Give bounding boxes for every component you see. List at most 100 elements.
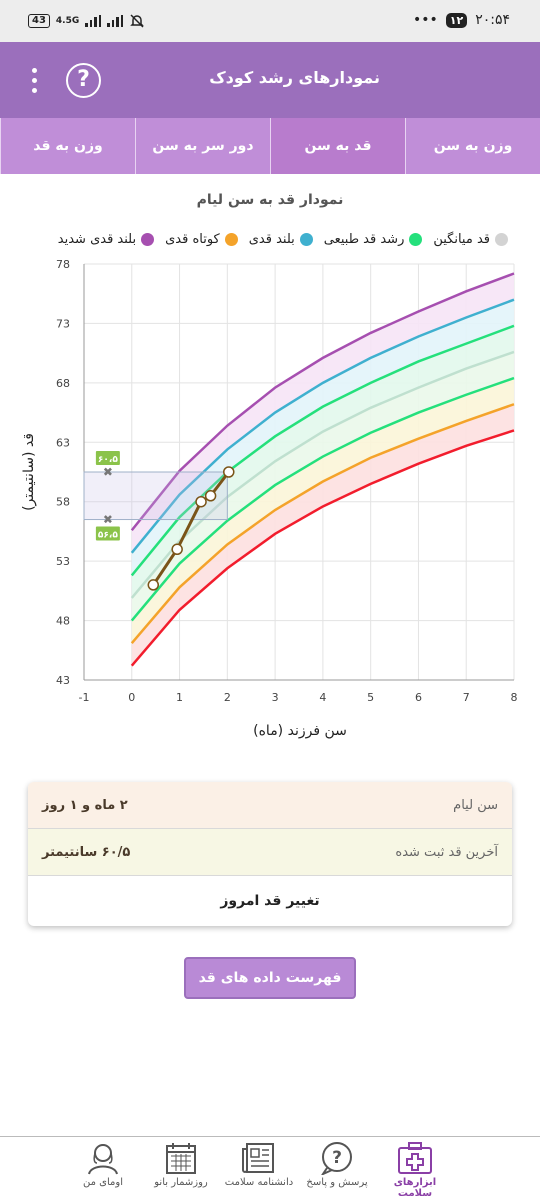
annotation-marker: ✖ — [103, 465, 113, 479]
height-row: آخرین قد ثبت شده ۶۰/۵ سانتیمتر — [28, 829, 512, 876]
svg-text:?: ? — [332, 1148, 342, 1168]
nav-calendar[interactable]: روزشمار بانو — [142, 1137, 220, 1200]
legend-label: قد میانگین — [433, 232, 490, 247]
legend-label: کوتاه قدی — [165, 232, 220, 247]
nav-label: پرسش و پاسخ — [306, 1177, 368, 1188]
chart-title: نمودار قد به سن لیام — [196, 192, 344, 208]
silent-bell-icon — [130, 14, 145, 28]
medkit-icon — [398, 1142, 432, 1174]
legend-dot — [141, 233, 155, 246]
child-point — [204, 490, 217, 502]
tab-weight-for-age[interactable]: وزن به سن — [405, 118, 540, 174]
nav-label: اومای من — [83, 1177, 123, 1188]
page-title: نمودارهای رشد کودک — [209, 68, 380, 87]
status-right: ••• ۱۲ ۲۰:۵۴ — [413, 12, 510, 28]
nav-health-tools[interactable]: ابزارهای سلامت — [376, 1137, 454, 1200]
y-tick-label: 63 — [56, 436, 70, 449]
y-tick-label: 73 — [56, 317, 70, 330]
curve-p_mean — [130, 350, 515, 599]
status-bar: 43 4.5G ••• ۱۲ ۲۰:۵۴ — [0, 0, 540, 42]
annotation-label: ۶۰،۵ — [98, 455, 118, 465]
x-tick-label: 1 — [176, 691, 183, 704]
battery-icon: 43 — [28, 14, 50, 28]
app-bar: ? نمودارهای رشد کودک — [0, 42, 540, 118]
x-tick-label: 2 — [224, 691, 231, 704]
legend-dot — [495, 233, 508, 246]
y-axis-label: قد (سانتیمتر) — [21, 433, 37, 511]
child-point — [171, 543, 183, 556]
annotation-label: ۵۶،۵ — [98, 531, 118, 541]
nav-encyclopedia[interactable]: دانشنامه سلامت — [220, 1137, 298, 1200]
x-axis-label: سن فرزند (ماه) — [253, 723, 347, 739]
nav-label: ابزارهای سلامت — [393, 1177, 437, 1199]
x-tick-label: 4 — [319, 691, 326, 704]
age-value: ۲ ماه و ۱ روز — [42, 797, 128, 813]
height-list-button[interactable]: فهرست داده های قد لیام — [184, 957, 356, 1024]
annotation-marker: ✖ — [103, 513, 113, 527]
info-card: سن لیام ۲ ماه و ۱ روز آخرین قد ثبت شده ۶… — [28, 782, 512, 926]
curve-p_severe_tall — [130, 272, 515, 532]
status-left: 43 4.5G — [28, 13, 145, 29]
legend-label: رشد قد طبیعی — [323, 232, 405, 247]
band-area — [131, 325, 514, 598]
question-bubble-icon: ? — [321, 1142, 352, 1175]
x-tick-label: 8 — [511, 691, 518, 704]
tab-head-for-age[interactable]: دور سر به سن — [135, 118, 270, 174]
newspaper-icon — [242, 1143, 274, 1173]
menu-kebab-icon[interactable] — [24, 64, 44, 98]
help-icon[interactable]: ? — [66, 63, 101, 98]
nav-label: روزشمار بانو — [154, 1177, 208, 1188]
legend-item-severe-tall: بلند قدی شدید — [57, 232, 155, 247]
annotation-badge — [95, 526, 120, 541]
legend-item-normal: رشد قد طبیعی — [324, 232, 423, 247]
curve-p_short — [130, 403, 515, 644]
x-tick-label: -1 — [79, 691, 90, 704]
profile-icon — [88, 1144, 118, 1175]
legend-dot — [224, 233, 238, 246]
curve-p_normal_low — [130, 376, 515, 622]
signal-icon-2 — [107, 15, 124, 27]
band-area — [131, 404, 514, 666]
band-area — [131, 273, 514, 553]
annotation-badge — [95, 451, 120, 465]
curve-p_severe_short — [130, 429, 515, 667]
legend-item-mean: قد میانگین — [433, 232, 508, 247]
height-label: آخرین قد ثبت شده — [395, 844, 498, 860]
legend-dot — [409, 233, 423, 246]
signal-icon — [85, 15, 102, 27]
y-tick-label: 58 — [56, 496, 70, 509]
change-height-button[interactable]: تغییر قد امروز — [220, 893, 320, 909]
clock: ۲۰:۵۴ — [475, 12, 510, 28]
x-tick-label: 0 — [128, 691, 135, 704]
tab-height-for-age[interactable]: قد به سن — [270, 118, 405, 174]
y-tick-label: 48 — [56, 615, 70, 628]
legend-label: بلند قدی شدید — [57, 232, 137, 247]
y-tick-label: 78 — [56, 258, 70, 271]
child-point — [195, 495, 207, 508]
curve-p_tall — [130, 298, 515, 554]
legend-dot — [299, 233, 313, 246]
age-label: سن لیام — [453, 797, 498, 813]
network-label: 4.5G — [55, 16, 80, 26]
y-tick-label: 53 — [56, 555, 70, 568]
y-tick-label: 68 — [56, 377, 70, 390]
legend-label: بلند قدی — [248, 232, 295, 247]
x-tick-label: 7 — [463, 691, 470, 704]
child-point — [147, 579, 160, 591]
tab-weight-for-height[interactable]: وزن به قد — [0, 118, 135, 174]
child-point — [223, 466, 235, 478]
nav-qa[interactable]: ? پرسش و پاسخ — [298, 1137, 376, 1200]
chart-legend: بلند قدی شدید کوتاه قدی بلند قدی رشد قد … — [58, 232, 508, 247]
nav-profile[interactable]: اومای من — [64, 1137, 142, 1200]
height-value: ۶۰/۵ سانتیمتر — [42, 844, 131, 860]
age-row: سن لیام ۲ ماه و ۱ روز — [28, 782, 512, 829]
more-dots: ••• — [412, 12, 438, 28]
notification-badge: ۱۲ — [445, 12, 468, 28]
calendar-icon — [166, 1143, 196, 1174]
band-area — [131, 378, 514, 644]
y-tick-label: 43 — [56, 674, 70, 687]
legend-item-short: کوتاه قدی — [165, 232, 238, 247]
band-area — [131, 299, 514, 576]
highlight-box — [83, 471, 228, 521]
